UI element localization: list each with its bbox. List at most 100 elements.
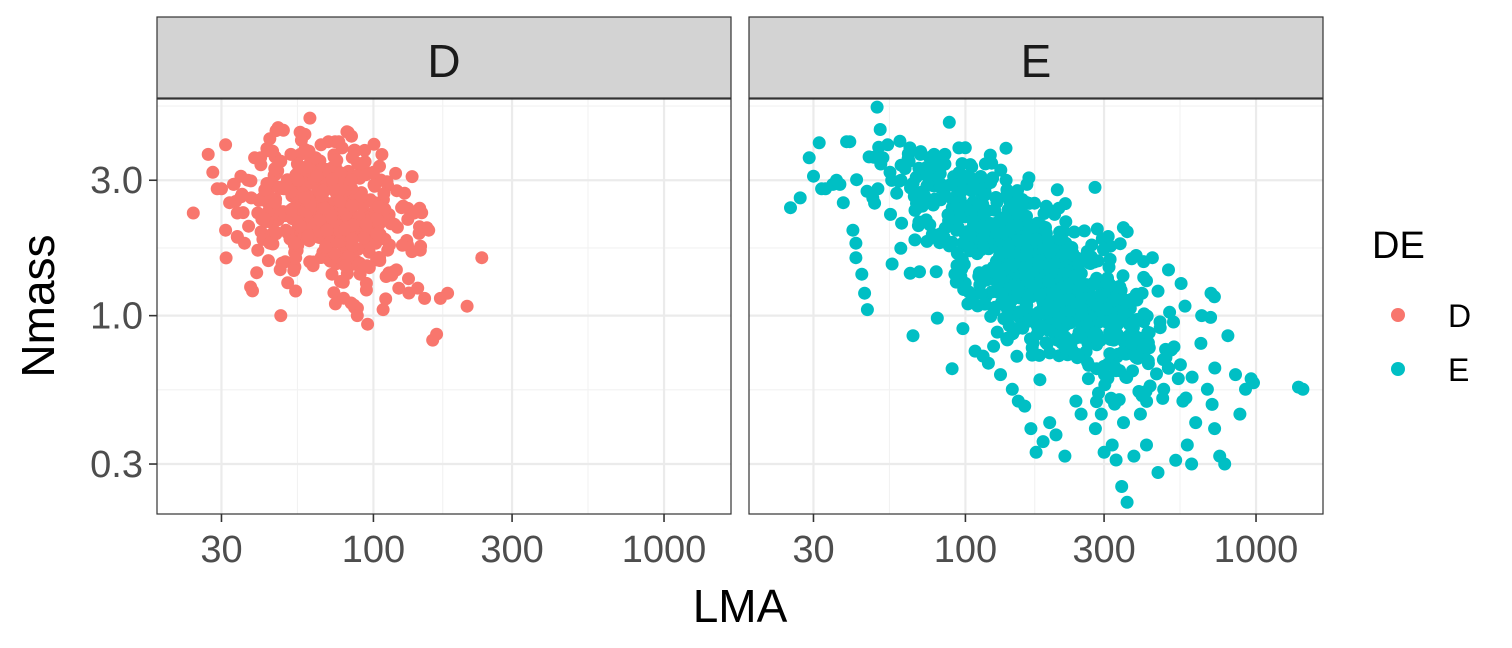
- data-point: [945, 362, 959, 376]
- data-point: [894, 241, 908, 255]
- data-point: [929, 265, 943, 279]
- data-point: [1075, 307, 1089, 321]
- data-point: [310, 169, 324, 183]
- data-point: [269, 226, 283, 240]
- data-point: [1004, 294, 1018, 308]
- data-point: [1095, 314, 1109, 328]
- data-point: [999, 190, 1013, 203]
- data-point: [1019, 232, 1033, 246]
- data-point: [1006, 258, 1020, 272]
- data-point: [1200, 382, 1214, 396]
- data-point: [1195, 309, 1209, 323]
- data-point: [407, 206, 421, 220]
- data-point: [999, 173, 1013, 187]
- data-point: [961, 297, 975, 311]
- data-point: [1043, 246, 1057, 260]
- y-axis-title: Nmass: [12, 234, 64, 377]
- data-point: [325, 267, 339, 281]
- data-point: [418, 291, 432, 305]
- data-point: [1100, 275, 1113, 289]
- data-point: [1002, 319, 1016, 332]
- data-point: [1017, 261, 1031, 275]
- data-point: [250, 266, 264, 280]
- data-point: [186, 206, 200, 220]
- data-point: [1113, 237, 1127, 251]
- data-point: [1036, 435, 1050, 449]
- data-point: [1180, 438, 1194, 452]
- data-point: [298, 191, 312, 205]
- data-point: [430, 327, 444, 341]
- data-point: [812, 136, 826, 150]
- data-point: [1129, 349, 1143, 363]
- data-point: [1103, 347, 1117, 361]
- data-point: [1122, 317, 1136, 331]
- data-point: [918, 189, 932, 203]
- data-point: [1108, 397, 1122, 411]
- data-point: [1145, 251, 1159, 265]
- data-point: [1124, 336, 1138, 350]
- data-point: [956, 169, 970, 183]
- data-point: [1208, 361, 1222, 375]
- data-point: [1069, 394, 1083, 408]
- y-axis: 0.3 1.0 3.0: [90, 160, 157, 486]
- data-point: [920, 169, 934, 183]
- data-point: [1140, 394, 1154, 408]
- data-point: [1127, 449, 1141, 463]
- data-point: [965, 182, 979, 196]
- data-point: [807, 169, 820, 183]
- facet-strip-e: [748, 16, 1324, 99]
- data-point: [1032, 325, 1046, 338]
- data-point: [1010, 349, 1024, 363]
- data-point: [1032, 305, 1046, 319]
- data-point: [1116, 269, 1130, 283]
- data-point: [287, 264, 301, 277]
- data-point: [1156, 391, 1170, 405]
- data-point: [833, 177, 847, 191]
- data-point: [1140, 438, 1153, 452]
- data-point: [1156, 353, 1170, 367]
- data-point: [258, 183, 272, 197]
- data-point: [977, 241, 990, 255]
- data-point: [344, 296, 358, 310]
- data-point: [1011, 206, 1025, 220]
- data-point: [279, 223, 293, 237]
- data-point: [405, 170, 419, 184]
- data-point: [971, 299, 985, 313]
- data-point: [413, 243, 427, 257]
- data-point: [251, 243, 265, 257]
- data-point: [1081, 372, 1095, 386]
- data-point: [996, 211, 1010, 225]
- data-point: [254, 158, 268, 172]
- data-point: [333, 194, 347, 208]
- data-point: [885, 257, 899, 271]
- data-point: [1218, 457, 1232, 471]
- data-point: [988, 203, 1002, 217]
- data-point: [1086, 276, 1100, 290]
- data-point: [370, 227, 384, 241]
- data-point: [902, 154, 916, 168]
- data-point: [1150, 367, 1163, 381]
- data-point: [930, 311, 944, 325]
- data-point: [858, 286, 872, 300]
- data-point: [1117, 306, 1131, 320]
- data-point: [1169, 453, 1183, 467]
- data-point: [974, 287, 988, 300]
- data-point: [855, 267, 869, 281]
- x-tick-label: 30: [792, 529, 834, 571]
- data-point: [338, 259, 352, 273]
- data-point: [850, 173, 864, 187]
- data-point: [1098, 378, 1112, 392]
- data-point: [972, 266, 986, 280]
- data-point: [1050, 183, 1064, 197]
- data-point: [201, 147, 215, 161]
- data-point: [389, 166, 403, 180]
- data-point: [1024, 422, 1038, 436]
- data-point: [994, 163, 1008, 177]
- data-point: [974, 220, 988, 234]
- panel-background-d: [157, 99, 731, 514]
- data-point: [273, 263, 287, 277]
- data-point: [238, 236, 251, 250]
- data-point: [906, 329, 920, 343]
- data-point: [912, 215, 926, 229]
- data-point: [376, 303, 390, 317]
